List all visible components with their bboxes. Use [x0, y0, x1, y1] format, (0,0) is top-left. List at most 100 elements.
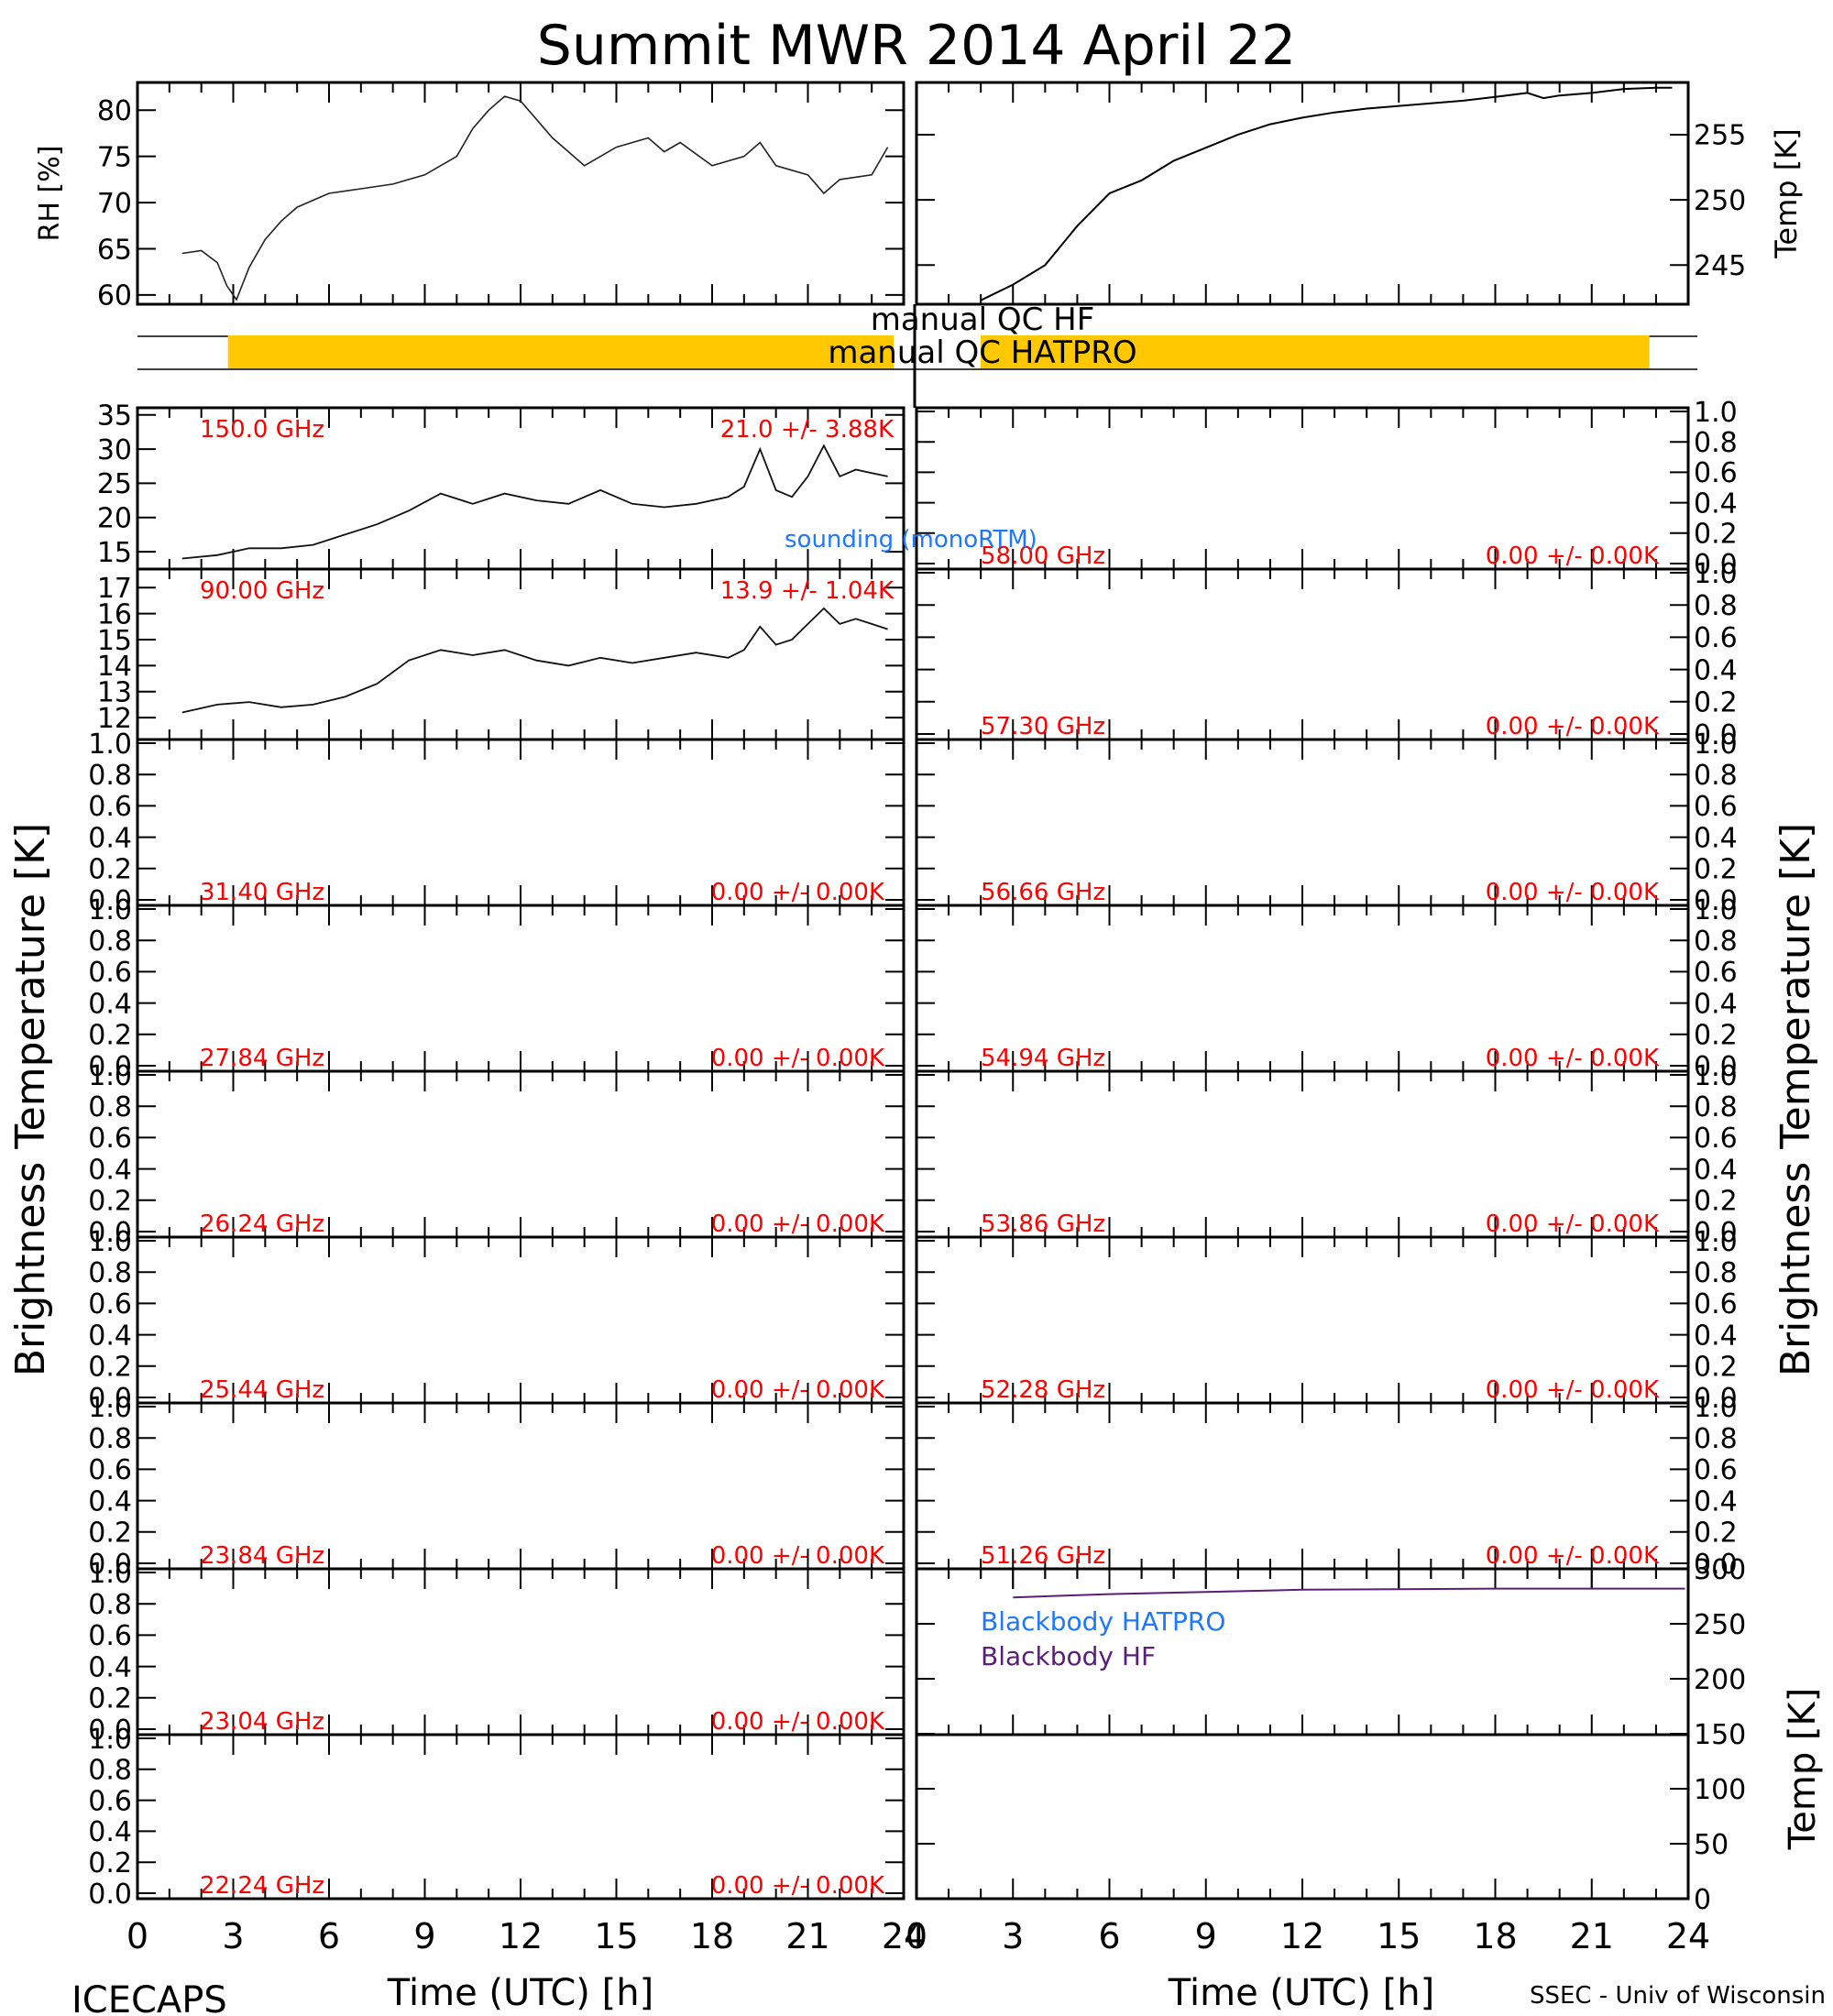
- y-tick-label: 0.8: [88, 760, 132, 792]
- y-tick-label: 50: [1694, 1829, 1729, 1861]
- y-tick-label: 0.0: [88, 1549, 132, 1581]
- left-channel-stats: 0.00 +/- 0.00K: [711, 1211, 885, 1238]
- tb-150-stats: 21.0 +/- 3.88K: [720, 416, 895, 444]
- y-tick-label: 1.0: [1694, 558, 1738, 590]
- x-axis-label-right: Time (UTC) [h]: [1168, 1972, 1434, 2014]
- tb-150-series-line: [181, 444, 888, 560]
- right-channel-frequency: 52.28 GHz: [981, 1376, 1105, 1404]
- chart-title: Summit MWR 2014 April 22: [537, 14, 1296, 78]
- x-tick-label-right: 3: [1002, 1916, 1024, 1956]
- y-tick-label: 0.2: [88, 854, 132, 886]
- y-tick-label: 0.6: [1694, 957, 1738, 989]
- right-channel-stats: 0.00 +/- 0.00K: [1486, 542, 1660, 570]
- left-channel-frequency: 22.24 GHz: [200, 1872, 324, 1900]
- left-channel-stats: 0.00 +/- 0.00K: [711, 1872, 885, 1900]
- right-channel-frequency: 57.30 GHz: [981, 713, 1105, 740]
- x-tick-label-right: 9: [1195, 1916, 1217, 1956]
- y-tick-label: 0.0: [1694, 719, 1738, 751]
- y-tick-label: 0.0: [1694, 1549, 1738, 1581]
- y-tick-label: 0.4: [1694, 654, 1738, 686]
- y-tick-label: 0.6: [1694, 1123, 1738, 1155]
- x-axis-label-left: Time (UTC) [h]: [387, 1972, 653, 2014]
- y-tick-label: 0.2: [1694, 1020, 1738, 1052]
- y-tick-label: 0.4: [88, 988, 132, 1020]
- right-channel-frequency: 58.00 GHz: [981, 542, 1105, 570]
- y-tick-label: 0.4: [1694, 822, 1738, 854]
- x-tick-label-left: 24: [882, 1916, 926, 1956]
- y-tick-label: 0.0: [1694, 1217, 1738, 1249]
- right-channel-stats: 0.00 +/- 0.00K: [1486, 1211, 1660, 1238]
- y-tick-label: 1.0: [1694, 1392, 1738, 1424]
- right-channel-stats: 0.00 +/- 0.00K: [1486, 1045, 1660, 1072]
- y-tick-label: 17: [97, 573, 132, 605]
- y-tick-label: 150: [1694, 1719, 1746, 1751]
- right-channel-stats: 0.00 +/- 0.00K: [1486, 713, 1660, 740]
- left-channel-stats: 0.00 +/- 0.00K: [711, 1542, 885, 1570]
- temp-axis-label: Temp [K]: [1769, 128, 1804, 258]
- y-tick-label: 0.6: [1694, 1454, 1738, 1486]
- y-tick-label: 80: [97, 95, 132, 127]
- y-tick-label: 0: [1694, 1884, 1711, 1916]
- y-tick-label: 0.4: [88, 822, 132, 854]
- y-tick-label: 1.0: [1694, 1060, 1738, 1092]
- y-tick-label: 1.0: [88, 1226, 132, 1258]
- y-tick-label: 0.4: [88, 1651, 132, 1683]
- y-tick-label: 0.4: [88, 1320, 132, 1352]
- right-channel-frequency: 54.94 GHz: [981, 1045, 1105, 1072]
- y-tick-label: 1.0: [1694, 1226, 1738, 1258]
- y-tick-label: 0.0: [88, 1051, 132, 1083]
- x-tick-label-right: 24: [1666, 1916, 1710, 1956]
- y-tick-label: 0.4: [1694, 1154, 1738, 1186]
- rh-axis-label: RH [%]: [34, 146, 66, 242]
- qc-hatpro-label: manual QC HATPRO: [828, 334, 1136, 371]
- right-channel-frequency: 56.66 GHz: [981, 879, 1105, 906]
- y-tick-label: 20: [97, 503, 132, 535]
- y-tick-label: 15: [97, 625, 132, 657]
- y-tick-label: 1.0: [88, 1392, 132, 1424]
- y-tick-label: 0.6: [88, 1785, 132, 1817]
- brightness-axis-label-left: Brightness Temperature [K]: [7, 823, 54, 1376]
- blackbody-legend: Blackbody HATPRO: [981, 1606, 1225, 1637]
- y-tick-label: 0.0: [1694, 1383, 1738, 1415]
- y-tick-label: 250: [1694, 1609, 1746, 1641]
- y-tick-label: 0.8: [88, 1257, 132, 1289]
- y-tick-label: 0.8: [1694, 1091, 1738, 1123]
- y-tick-label: 250: [1694, 185, 1746, 217]
- y-tick-label: 35: [97, 400, 132, 433]
- y-tick-label: 0.8: [1694, 427, 1738, 459]
- y-tick-label: 0.6: [88, 957, 132, 989]
- rh-panel-frame: [136, 81, 906, 306]
- y-tick-label: 0.0: [88, 1879, 132, 1911]
- x-tick-label-left: 6: [318, 1916, 340, 1956]
- footer-left: ICECAPS: [71, 1979, 227, 2016]
- y-tick-label: 0.8: [88, 926, 132, 958]
- y-tick-label: 15: [97, 537, 132, 569]
- y-tick-label: 1.0: [88, 1724, 132, 1756]
- y-tick-label: 1.0: [88, 1060, 132, 1092]
- x-tick-label-right: 21: [1570, 1916, 1614, 1956]
- y-tick-label: 1.0: [88, 1558, 132, 1590]
- left-channel-frequency: 23.84 GHz: [200, 1542, 324, 1570]
- y-tick-label: 0.4: [1694, 1485, 1738, 1517]
- x-tick-label-left: 12: [499, 1916, 543, 1956]
- qc-label-gap: [894, 335, 981, 368]
- right-channel-stats: 0.00 +/- 0.00K: [1486, 1376, 1660, 1404]
- y-tick-label: 0.2: [1694, 854, 1738, 886]
- y-tick-label: 0.8: [88, 1755, 132, 1787]
- x-tick-label-left: 18: [690, 1916, 734, 1956]
- left-channel-frequency: 23.04 GHz: [200, 1708, 324, 1736]
- y-tick-label: 0.0: [1694, 885, 1738, 917]
- blackbody-axis-label: Temp [K]: [1782, 1688, 1824, 1851]
- y-tick-label: 0.2: [1694, 1517, 1738, 1550]
- x-tick-label-right: 12: [1280, 1916, 1324, 1956]
- y-tick-label: 0.8: [1694, 1423, 1738, 1455]
- y-tick-label: 0.6: [88, 1123, 132, 1155]
- left-channel-frequency: 27.84 GHz: [200, 1045, 324, 1072]
- y-tick-label: 0.8: [88, 1423, 132, 1455]
- y-tick-label: 30: [97, 434, 132, 466]
- y-tick-label: 1.0: [88, 894, 132, 926]
- left-channel-frequency: 25.44 GHz: [200, 1376, 324, 1404]
- y-tick-label: 75: [97, 141, 132, 173]
- y-tick-label: 0.2: [1694, 519, 1738, 551]
